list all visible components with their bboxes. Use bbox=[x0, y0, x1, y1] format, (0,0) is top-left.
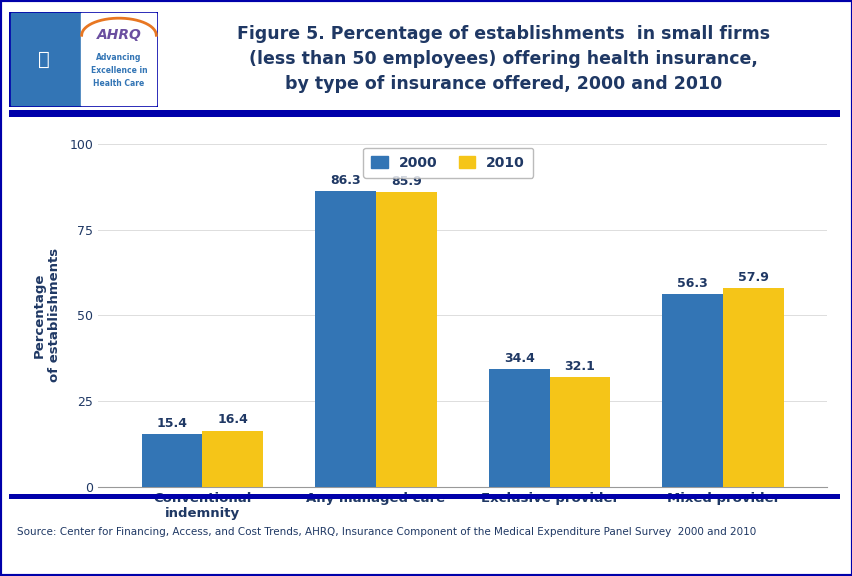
Bar bbox=[314, 191, 376, 487]
Text: 57.9: 57.9 bbox=[737, 271, 769, 284]
Bar bbox=[202, 430, 262, 487]
Text: AHRQ: AHRQ bbox=[96, 28, 141, 42]
Text: 🦅: 🦅 bbox=[38, 50, 50, 69]
Text: 15.4: 15.4 bbox=[156, 417, 187, 430]
Bar bbox=[488, 369, 549, 487]
Text: Source: Center for Financing, Access, and Cost Trends, AHRQ, Insurance Component: Source: Center for Financing, Access, an… bbox=[17, 527, 755, 537]
Text: 56.3: 56.3 bbox=[676, 276, 707, 290]
Text: 85.9: 85.9 bbox=[390, 175, 421, 188]
Text: 16.4: 16.4 bbox=[217, 414, 248, 426]
Bar bbox=[662, 294, 722, 487]
Text: Figure 5. Percentage of establishments  in small firms
(less than 50 employees) : Figure 5. Percentage of establishments i… bbox=[236, 25, 769, 93]
Bar bbox=[141, 434, 202, 487]
Text: Advancing: Advancing bbox=[96, 52, 141, 62]
Text: 32.1: 32.1 bbox=[564, 359, 595, 373]
Bar bbox=[11, 13, 81, 105]
Bar bbox=[722, 288, 783, 487]
Text: 86.3: 86.3 bbox=[330, 174, 360, 187]
Y-axis label: Percentage
of establishments: Percentage of establishments bbox=[33, 248, 61, 382]
Legend: 2000, 2010: 2000, 2010 bbox=[362, 147, 532, 178]
Text: Health Care: Health Care bbox=[93, 79, 145, 88]
Bar bbox=[549, 377, 610, 487]
Text: Excellence in: Excellence in bbox=[90, 66, 147, 75]
Bar bbox=[81, 13, 155, 105]
Bar bbox=[376, 192, 436, 487]
Text: 34.4: 34.4 bbox=[504, 352, 534, 365]
